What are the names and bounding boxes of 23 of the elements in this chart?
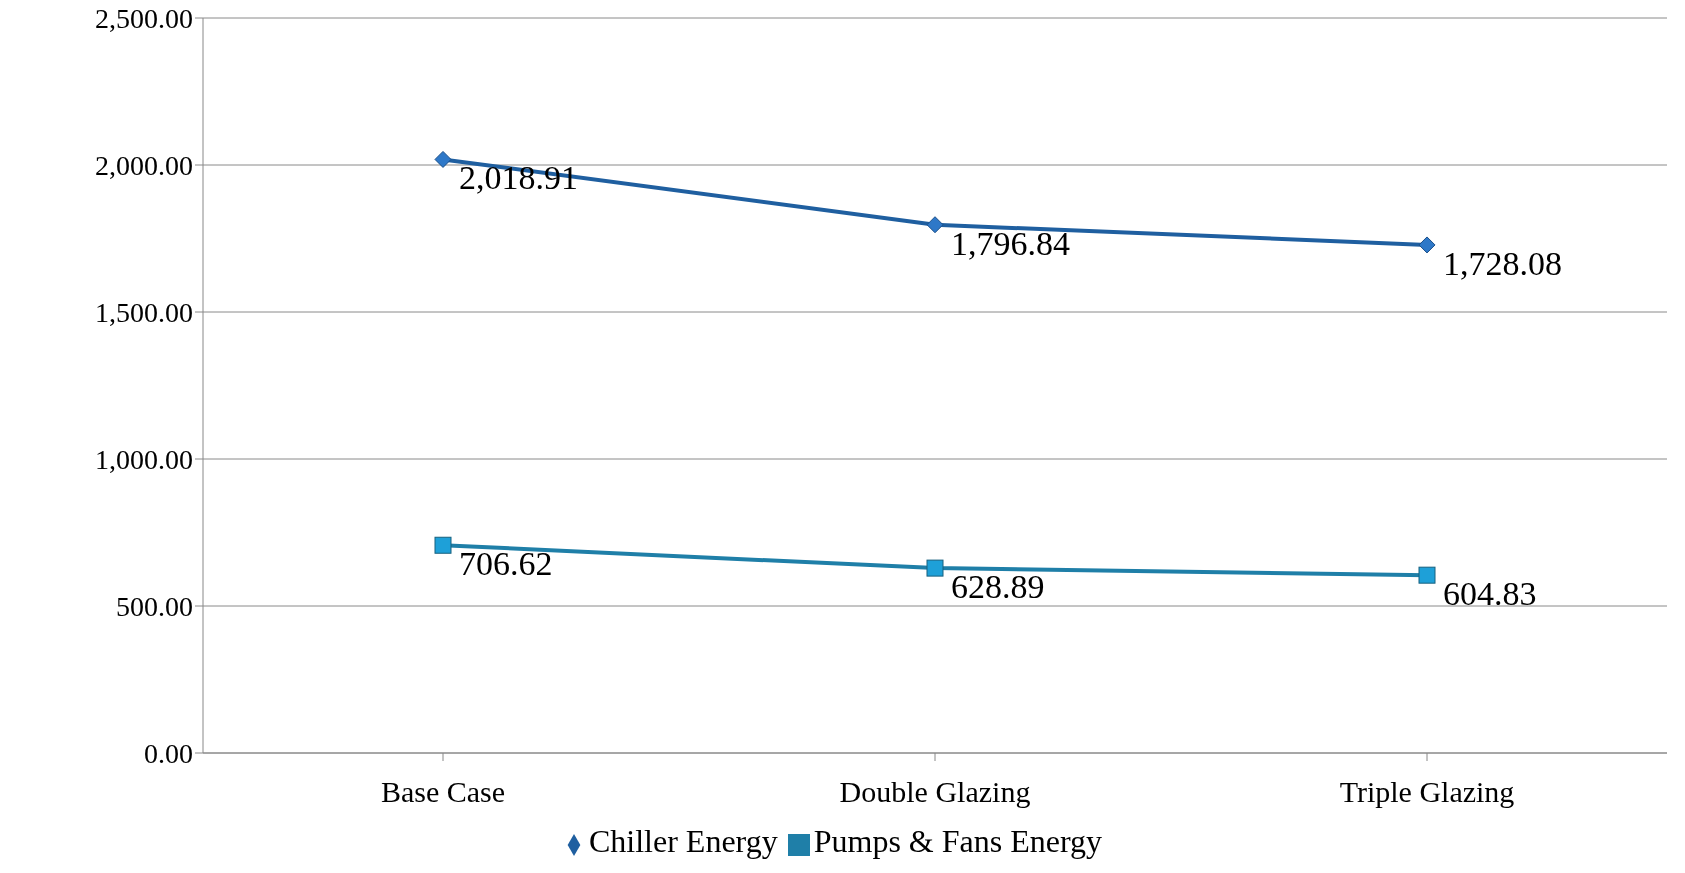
x-tick-label: Double Glazing: [839, 775, 1031, 809]
point: [434, 150, 452, 168]
data-label: 706.62: [459, 545, 553, 583]
point: [434, 536, 452, 554]
point: [926, 559, 944, 577]
y-tick-label: 2,000.00: [95, 149, 193, 181]
y-tick-label: 1,500.00: [95, 296, 193, 328]
x-tick-label: Triple Glazing: [1339, 775, 1515, 809]
point: [926, 216, 944, 234]
x-tick-label: Base Case: [380, 775, 506, 809]
legend-label: Chiller Energy: [588, 823, 778, 859]
y-tick-label: 2,500.00: [95, 2, 193, 34]
y-tick-label: 0.00: [144, 737, 193, 769]
point: [1418, 236, 1436, 254]
y-tick-label: 500.00: [116, 590, 193, 622]
data-label: 1,796.84: [951, 224, 1070, 262]
legend-label: Pumps & Fans Energy: [813, 823, 1102, 859]
data-label: 2,018.91: [459, 159, 578, 197]
data-label: 1,728.08: [1443, 244, 1562, 282]
point: [1418, 566, 1436, 584]
data-label: 628.89: [951, 568, 1045, 606]
y-tick-label: 1,000.00: [95, 443, 193, 475]
data-label: 604.83: [1443, 575, 1537, 613]
